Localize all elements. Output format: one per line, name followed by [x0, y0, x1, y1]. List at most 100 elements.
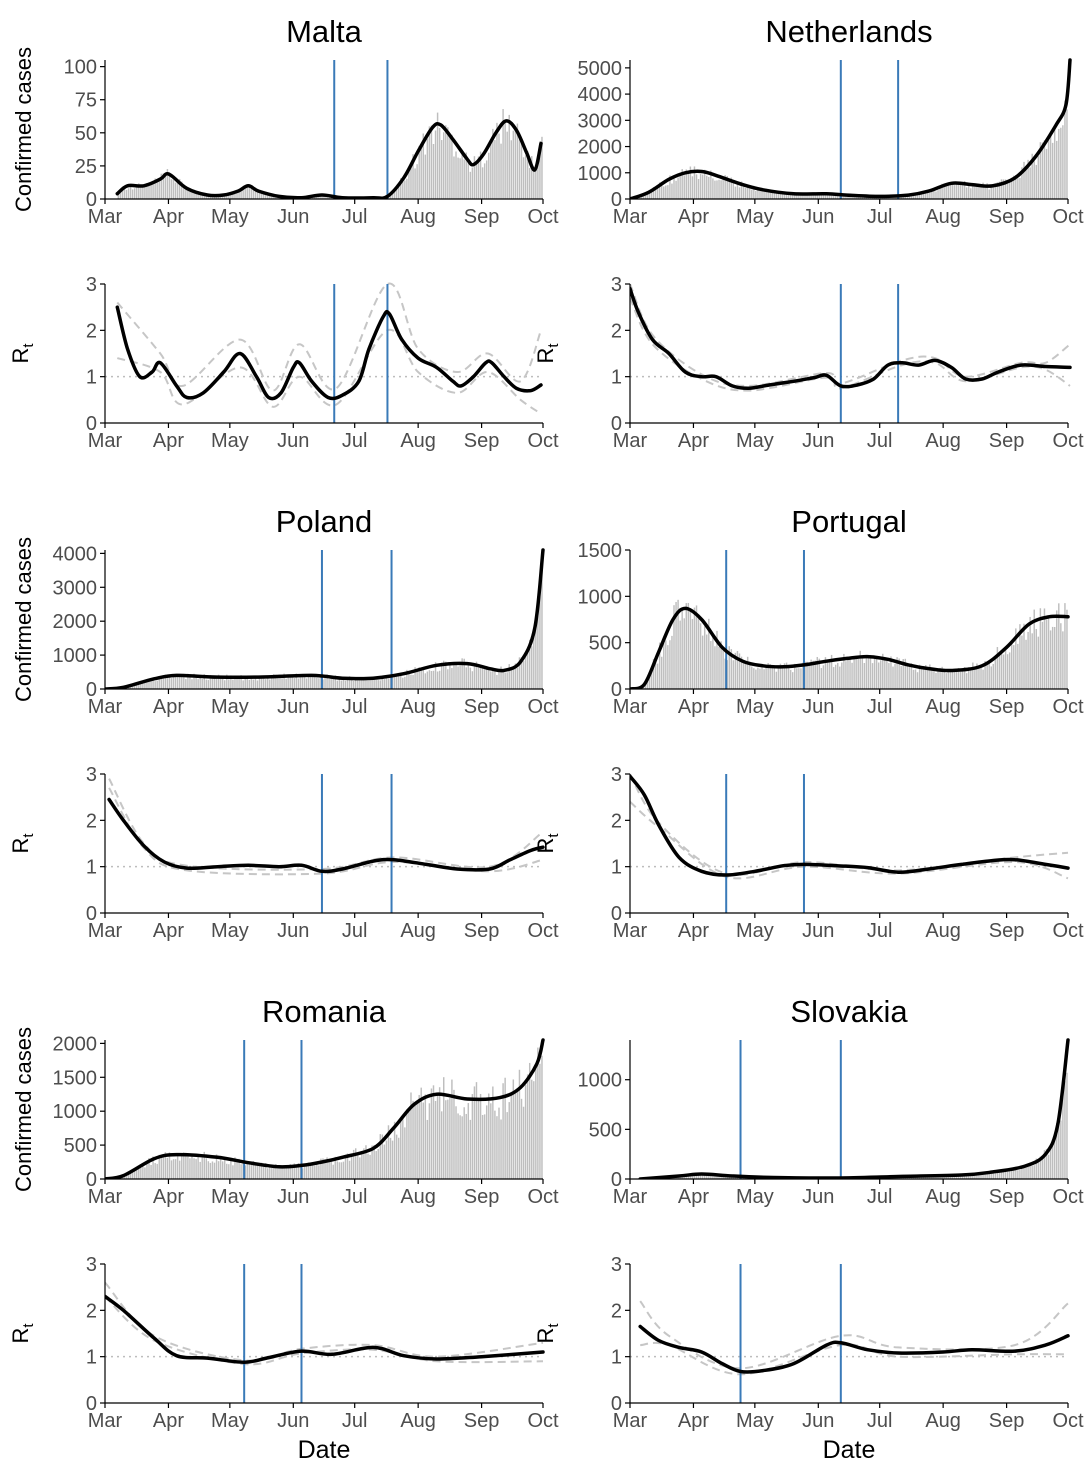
- romania-daily-cases-bar: [340, 1162, 343, 1179]
- portugal-daily-cases-bar: [726, 660, 728, 689]
- malta-daily-cases-bar: [211, 195, 214, 199]
- romania-daily-cases-bar: [285, 1168, 287, 1179]
- netherlands-daily-cases-bar: [726, 176, 728, 199]
- romania-daily-cases-bar: [226, 1163, 228, 1179]
- rt-axis-title: Rt: [8, 343, 37, 364]
- slovakia-daily-cases-bar: [697, 1175, 700, 1179]
- poland-daily-cases-bar: [481, 668, 484, 689]
- poland-daily-cases-bar: [273, 674, 275, 689]
- malta-daily-cases-bar: [266, 194, 269, 199]
- netherlands-daily-cases-bar: [718, 179, 720, 199]
- romania-daily-cases-bar: [467, 1103, 470, 1179]
- portugal-daily-cases-bar: [710, 641, 712, 689]
- slovakia-daily-cases-bar: [976, 1173, 978, 1179]
- poland-daily-cases-bar: [445, 661, 447, 689]
- portugal-daily-cases-bar: [847, 658, 849, 689]
- romania-daily-cases-bar: [404, 1127, 406, 1179]
- netherlands-daily-cases-bar: [1062, 125, 1064, 199]
- malta-daily-cases-bar: [174, 182, 177, 199]
- portugal-daily-cases-bar: [718, 646, 720, 689]
- netherlands-daily-cases-bar: [1021, 167, 1023, 199]
- slovakia-daily-cases-bar: [1047, 1154, 1050, 1179]
- malta-cases-plot-area: [115, 60, 543, 199]
- poland-daily-cases-bar: [539, 596, 541, 689]
- portugal-daily-cases-bar: [974, 667, 976, 689]
- poland-daily-cases-bar: [400, 672, 402, 689]
- rt-axis-title-main: R: [8, 838, 33, 854]
- malta-daily-cases-bar: [183, 186, 185, 199]
- netherlands-daily-cases-bar: [781, 193, 784, 199]
- portugal-daily-cases-bar: [706, 634, 708, 689]
- malta-daily-cases-bar: [238, 192, 240, 199]
- portugal-cases-x-tick-label: Sep: [989, 696, 1025, 718]
- portugal-daily-cases-bar: [1064, 603, 1066, 689]
- slovakia-cases-x-tick-label: Jul: [867, 1186, 893, 1208]
- poland-daily-cases-bar: [238, 677, 240, 689]
- romania-daily-cases-bar: [166, 1157, 169, 1179]
- portugal-daily-cases-bar: [1037, 636, 1040, 689]
- netherlands-daily-cases-bar: [808, 195, 810, 199]
- poland-rt-x-tick-label: Aug: [400, 920, 436, 942]
- slovakia-daily-cases-bar: [689, 1175, 692, 1179]
- malta-cases-x-tick-label: Jul: [342, 206, 368, 228]
- romania-daily-cases-bar: [232, 1165, 234, 1179]
- portugal-daily-cases-bar: [699, 623, 702, 689]
- romania-cases-y-tick-label: 500: [64, 1135, 97, 1157]
- malta-daily-cases-bar: [504, 119, 506, 199]
- slovakia-rt-y-tick-label: 1: [611, 1347, 622, 1369]
- romania-daily-cases-bar: [457, 1113, 459, 1179]
- poland-daily-cases-bar: [471, 671, 474, 689]
- portugal-daily-cases-bar: [1002, 654, 1005, 689]
- portugal-daily-cases-bar: [929, 664, 931, 689]
- netherlands-daily-cases-bar: [785, 194, 788, 199]
- malta-daily-cases-bar: [203, 195, 205, 199]
- malta-daily-cases-bar: [236, 193, 238, 199]
- romania-rt-curve: [105, 1294, 545, 1364]
- malta-daily-cases-bar: [232, 191, 234, 199]
- slovakia-daily-cases-bar: [1006, 1171, 1009, 1179]
- malta-daily-cases-bar: [258, 191, 261, 199]
- netherlands-daily-cases-bar: [1017, 178, 1019, 199]
- romania-daily-cases-bar: [309, 1164, 312, 1179]
- malta-daily-cases-bar: [395, 188, 398, 199]
- netherlands-daily-cases-bar: [650, 191, 653, 199]
- romania-daily-cases-bar: [332, 1164, 334, 1179]
- netherlands-daily-cases-bar: [841, 195, 843, 199]
- poland-daily-cases-bar: [275, 674, 277, 689]
- portugal-daily-cases-bar: [978, 667, 980, 689]
- romania-daily-cases-bar: [246, 1163, 248, 1179]
- netherlands-daily-cases-bar: [834, 194, 837, 199]
- poland-cases-x-tick-label: Apr: [153, 696, 184, 718]
- netherlands-daily-cases-bar: [697, 179, 700, 199]
- netherlands-daily-cases-bar: [669, 175, 671, 199]
- romania-daily-cases-bar: [479, 1093, 482, 1179]
- malta-daily-cases-bar: [117, 192, 120, 199]
- poland-daily-cases-bar: [138, 683, 140, 689]
- netherlands-cases-y-tick-label: 4000: [578, 84, 623, 106]
- rt-axis-title-main: R: [533, 1328, 558, 1344]
- netherlands-daily-cases-bar: [937, 190, 939, 199]
- portugal-daily-cases-bar: [935, 672, 937, 689]
- malta-daily-cases-bar: [485, 160, 488, 199]
- romania-daily-cases-bar: [397, 1137, 400, 1179]
- netherlands-daily-cases-bar: [789, 193, 792, 199]
- romania-daily-cases-bar: [213, 1162, 216, 1179]
- malta-daily-cases-bar: [248, 185, 251, 199]
- portugal-daily-cases-bar: [910, 663, 913, 689]
- poland-cases-x-tick-label: Jun: [277, 696, 309, 718]
- poland-daily-cases-bar: [477, 667, 480, 689]
- netherlands-daily-cases-bar: [714, 180, 716, 199]
- netherlands-daily-cases-bar: [820, 194, 823, 199]
- slovakia-rt-x-tick-label: Jun: [802, 1410, 834, 1432]
- malta-daily-cases-bar: [224, 194, 226, 199]
- netherlands-daily-cases-bar: [847, 195, 849, 199]
- romania-daily-cases-bar: [496, 1116, 498, 1179]
- malta-daily-cases-bar: [197, 191, 199, 199]
- slovakia-daily-cases-bar: [963, 1175, 966, 1179]
- malta-daily-cases-bar: [463, 159, 465, 199]
- malta-daily-cases-bar: [262, 191, 265, 199]
- romania-daily-cases-bar: [357, 1153, 359, 1179]
- poland-daily-cases-bar: [506, 672, 508, 689]
- netherlands-daily-cases-bar: [1058, 129, 1060, 199]
- romania-daily-cases-bar: [498, 1107, 500, 1179]
